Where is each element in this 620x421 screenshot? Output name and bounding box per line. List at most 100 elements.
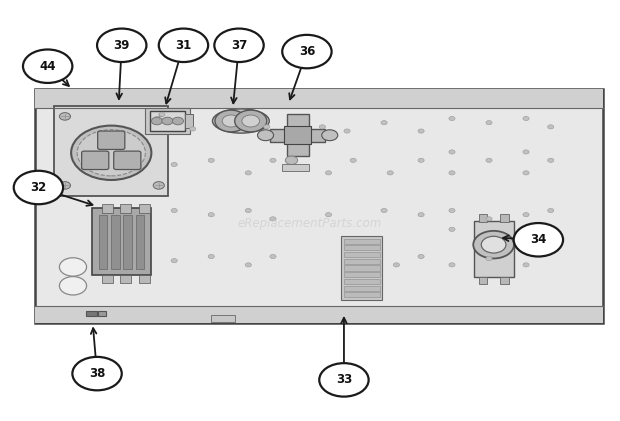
Circle shape (523, 227, 529, 232)
FancyBboxPatch shape (479, 214, 487, 222)
FancyBboxPatch shape (282, 164, 309, 171)
Circle shape (264, 125, 270, 129)
Circle shape (208, 213, 215, 217)
FancyBboxPatch shape (99, 311, 105, 316)
FancyBboxPatch shape (344, 272, 379, 277)
Circle shape (190, 127, 196, 131)
Circle shape (23, 50, 73, 83)
Circle shape (486, 256, 492, 261)
Circle shape (418, 254, 424, 258)
Text: 33: 33 (336, 373, 352, 386)
Circle shape (60, 277, 87, 295)
Circle shape (171, 163, 177, 167)
Circle shape (153, 181, 164, 189)
Circle shape (285, 156, 298, 165)
FancyBboxPatch shape (111, 215, 120, 269)
Circle shape (547, 125, 554, 129)
FancyBboxPatch shape (474, 221, 514, 277)
FancyBboxPatch shape (139, 275, 150, 283)
Circle shape (235, 110, 267, 132)
FancyBboxPatch shape (35, 306, 603, 323)
FancyBboxPatch shape (92, 208, 151, 275)
Circle shape (381, 120, 387, 125)
Circle shape (449, 116, 455, 120)
Text: 44: 44 (40, 60, 56, 73)
FancyBboxPatch shape (211, 315, 235, 322)
Circle shape (418, 129, 424, 133)
Circle shape (171, 208, 177, 213)
FancyBboxPatch shape (344, 245, 379, 250)
FancyBboxPatch shape (35, 89, 603, 108)
FancyBboxPatch shape (139, 204, 150, 213)
Circle shape (162, 117, 173, 125)
Circle shape (449, 263, 455, 267)
FancyBboxPatch shape (113, 151, 141, 170)
Circle shape (282, 35, 332, 68)
Circle shape (344, 129, 350, 133)
Text: eReplacementParts.com: eReplacementParts.com (238, 216, 382, 229)
Circle shape (172, 117, 184, 125)
Text: 37: 37 (231, 39, 247, 52)
Circle shape (215, 110, 247, 132)
Circle shape (523, 213, 529, 217)
FancyBboxPatch shape (479, 277, 487, 284)
FancyBboxPatch shape (136, 215, 144, 269)
Circle shape (473, 231, 514, 258)
Circle shape (418, 158, 424, 163)
FancyBboxPatch shape (54, 106, 168, 196)
Circle shape (245, 208, 251, 213)
FancyBboxPatch shape (185, 115, 193, 128)
FancyBboxPatch shape (86, 311, 97, 316)
Circle shape (215, 29, 264, 62)
Circle shape (486, 120, 492, 125)
Circle shape (208, 254, 215, 258)
FancyBboxPatch shape (344, 279, 379, 284)
Circle shape (171, 258, 177, 263)
Circle shape (322, 130, 338, 141)
FancyBboxPatch shape (342, 236, 382, 300)
Circle shape (486, 158, 492, 163)
FancyBboxPatch shape (344, 293, 379, 298)
Circle shape (547, 208, 554, 213)
Text: 31: 31 (175, 39, 192, 52)
FancyBboxPatch shape (344, 252, 379, 257)
Circle shape (319, 363, 369, 397)
FancyBboxPatch shape (284, 126, 311, 144)
Circle shape (381, 208, 387, 213)
FancyBboxPatch shape (344, 266, 379, 271)
Circle shape (222, 115, 240, 127)
Circle shape (77, 130, 145, 176)
Circle shape (418, 213, 424, 217)
Text: 39: 39 (113, 39, 130, 52)
Circle shape (270, 217, 276, 221)
Circle shape (486, 217, 492, 221)
Circle shape (319, 125, 326, 129)
FancyBboxPatch shape (98, 131, 125, 149)
FancyBboxPatch shape (286, 115, 309, 156)
FancyBboxPatch shape (120, 204, 131, 213)
Circle shape (523, 263, 529, 267)
Circle shape (153, 113, 164, 120)
FancyBboxPatch shape (500, 277, 509, 284)
Ellipse shape (213, 109, 269, 133)
FancyBboxPatch shape (120, 275, 131, 283)
Circle shape (71, 125, 151, 180)
Circle shape (449, 227, 455, 232)
Circle shape (245, 171, 251, 175)
Circle shape (97, 29, 146, 62)
Circle shape (245, 263, 251, 267)
Text: 34: 34 (530, 233, 547, 246)
Circle shape (151, 117, 162, 125)
FancyBboxPatch shape (123, 215, 132, 269)
Circle shape (257, 130, 273, 141)
FancyBboxPatch shape (102, 275, 113, 283)
Circle shape (350, 158, 356, 163)
Circle shape (60, 181, 71, 189)
Circle shape (449, 150, 455, 154)
FancyBboxPatch shape (102, 204, 113, 213)
Circle shape (387, 171, 393, 175)
Circle shape (523, 116, 529, 120)
Circle shape (523, 150, 529, 154)
FancyBboxPatch shape (35, 89, 603, 323)
FancyBboxPatch shape (149, 111, 185, 131)
